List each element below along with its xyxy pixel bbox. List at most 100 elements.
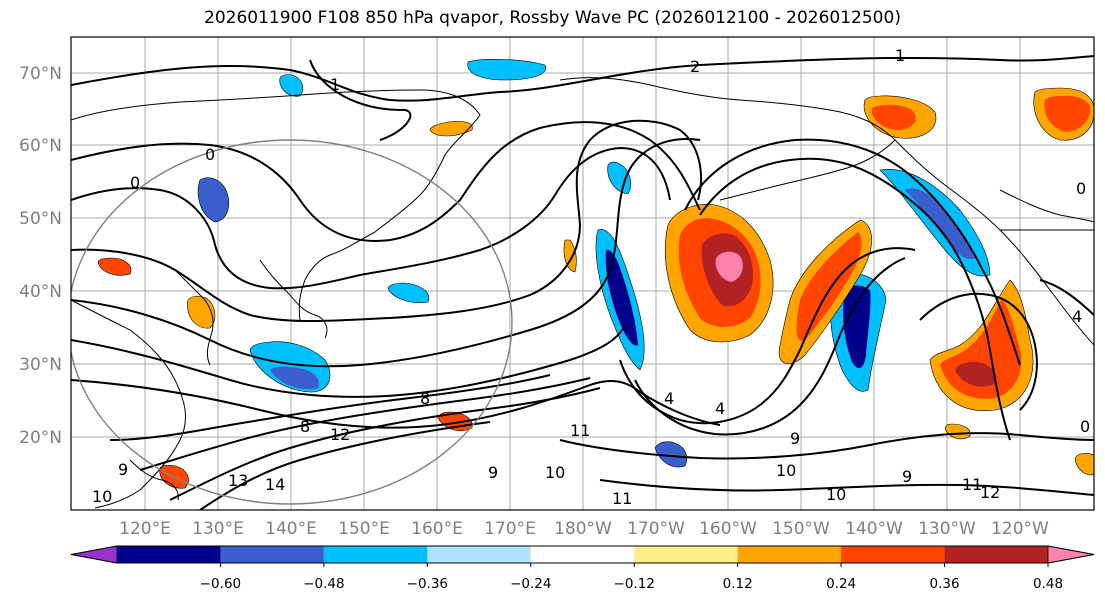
- coast-okhotsk: [298, 194, 421, 321]
- latitude-label: 40°N: [19, 282, 62, 302]
- contour-line-12: [169, 387, 601, 501]
- fill-blue-patch-50n-130e: [197, 177, 229, 223]
- fill-orange-patch-20n-130w: [944, 423, 971, 440]
- contour-line-ridge-outer: [699, 157, 1011, 441]
- qvapor-anomaly-fills: [97, 59, 1094, 489]
- contour-label: 4: [715, 399, 725, 418]
- coast-china: [71, 299, 186, 509]
- longitude-label: 120°E: [119, 519, 171, 539]
- lat-lon-gridlines: [71, 37, 1094, 510]
- contour-label: 8: [300, 417, 310, 436]
- longitude-label: 130°W: [918, 519, 976, 539]
- contour-label: 14: [265, 475, 285, 494]
- colorbar-outline: [70, 545, 1095, 564]
- contour-label: 10: [545, 463, 565, 482]
- map-frame: [70, 36, 1095, 511]
- fill-blue-patch-55n-175w: [607, 161, 632, 195]
- fill-blue-patch-40n-155e: [387, 282, 430, 303]
- latitude-label: 60°N: [19, 136, 62, 156]
- colorbar-segment: [841, 546, 945, 563]
- contour-label: 9: [902, 467, 912, 486]
- longitude-label: 140°W: [845, 519, 903, 539]
- contour-line-4c: [634, 257, 906, 436]
- fill-red-patch-45n-120e: [97, 257, 132, 276]
- contour-line-5: [71, 324, 626, 398]
- colorbar-max-extend: [1047, 545, 1095, 564]
- colorbar-tick-label: 0.36: [930, 576, 960, 592]
- contour-line-east: [1039, 279, 1094, 316]
- fill-red-patch-65n-140w: [871, 104, 916, 130]
- contour-label: 11: [962, 475, 982, 494]
- fill-darkblue-band-180w: [605, 249, 638, 346]
- fill-blue-patch-18n-170w: [654, 441, 688, 468]
- contour-label: 9: [488, 463, 498, 482]
- longitude-label: 150°W: [772, 519, 830, 539]
- contour-label: 0: [130, 173, 140, 192]
- contour-line-14: [199, 421, 491, 510]
- map-title: 2026011900 F108 850 hPa qvapor, Rossby W…: [204, 8, 901, 28]
- fill-pink-core-160w: [715, 251, 743, 282]
- coast-alaska-north: [559, 77, 896, 141]
- latitude-labels: 70°N 60°N 50°N 40°N 30°N 20°N: [19, 64, 62, 448]
- colorbar-min-extend: [70, 545, 118, 564]
- contour-label: 0: [1076, 179, 1086, 198]
- latitude-label: 50°N: [19, 209, 62, 229]
- contour-label: 9: [790, 429, 800, 448]
- contour-label: 10: [826, 485, 846, 504]
- contour-label: 10: [92, 487, 112, 506]
- contour-label: 1: [330, 75, 340, 94]
- contour-labels: 1 1 2 0 0 8 12 14 13 10 9 10 11 11 9 4 4…: [92, 46, 1090, 508]
- contour-line-1: [71, 55, 1094, 102]
- colorbar-segment: [737, 546, 842, 563]
- contour-line-6: [71, 379, 721, 429]
- longitude-label: 130°E: [192, 519, 244, 539]
- region-circle-outline: [71, 139, 513, 505]
- longitude-label: 160°W: [699, 519, 757, 539]
- contour-label: 13: [228, 471, 248, 490]
- longitude-label: 180°W: [554, 519, 612, 539]
- contour-label: 0: [1080, 417, 1090, 436]
- contour-line-8: [109, 374, 551, 441]
- fill-darkred-patch-25n-130w: [955, 361, 997, 387]
- colorbar-segment: [427, 546, 531, 563]
- fill-orange-patch-kamchatka: [429, 120, 473, 137]
- contour-label: 4: [1072, 307, 1082, 326]
- colorbar-segment: [944, 546, 1048, 563]
- contour-line-2: [71, 146, 671, 290]
- colorbar-segment: [220, 546, 324, 563]
- fill-red-patch-65n-115w: [1044, 95, 1091, 132]
- contour-line-3: [71, 119, 702, 322]
- colorbar: −0.60 −0.48 −0.36 −0.24 −0.12 0.12 0.24 0.36 0.4…: [70, 545, 1095, 592]
- contour-label: 12: [330, 425, 350, 444]
- contour-line-10b: [599, 479, 1094, 496]
- fill-red-band-150w: [796, 232, 862, 341]
- colorbar-tick-label: 0.24: [826, 576, 856, 592]
- contour-label: 12: [980, 483, 1000, 502]
- longitude-label: 170°E: [484, 519, 536, 539]
- fill-blue-patch-70n-140e: [279, 74, 304, 97]
- longitude-labels: 120°E 130°E 140°E 150°E 160°E 170°E 180°W 170°W…: [119, 519, 1049, 539]
- contour-line-0: [71, 121, 701, 242]
- colorbar-segment: [634, 546, 738, 563]
- fill-medblue-band-gulf: [905, 188, 975, 260]
- coast-canada-border: [999, 189, 1094, 231]
- contour-label: 4: [664, 389, 674, 408]
- colorbar-segment: [117, 546, 221, 563]
- colorbar-segment: [530, 546, 635, 563]
- contour-label: 2: [690, 57, 700, 76]
- contour-line-4d: [919, 292, 1038, 411]
- coast-philippines: [129, 459, 179, 501]
- longitude-label: 140°E: [265, 519, 317, 539]
- contour-line-4b: [619, 247, 916, 425]
- latitude-label: 30°N: [19, 355, 62, 375]
- contour-label: 11: [570, 421, 590, 440]
- fill-darkblue-band-145w: [843, 285, 871, 369]
- contour-label: 1: [895, 46, 905, 65]
- coast-siberia: [71, 89, 481, 196]
- map-content: 1 1 2 0 0 8 12 14 13 10 9 10 11 11 9 4 4…: [71, 37, 1094, 510]
- colorbar-segment: [323, 546, 428, 563]
- coast-aleutians: [719, 139, 896, 201]
- latitude-label: 20°N: [19, 428, 62, 448]
- contour-label: 11: [612, 489, 632, 508]
